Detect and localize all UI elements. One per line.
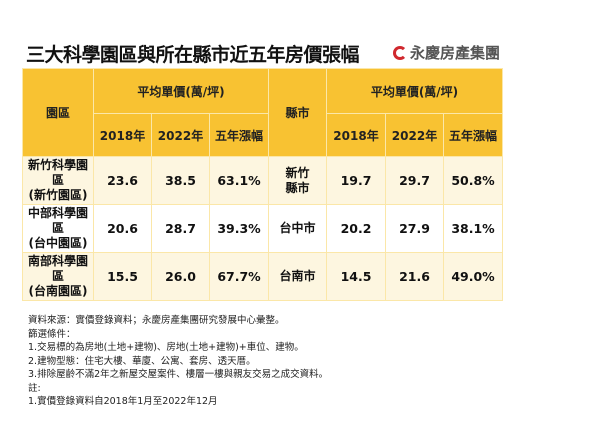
logo-text: 永慶房產集團 bbox=[410, 44, 501, 62]
cell-cg: 38.1% bbox=[443, 204, 503, 253]
table-row: 南部科學園區 (台南園區) 15.5 26.0 67.7% 台南市 14.5 21.6 49.… bbox=[22, 252, 503, 301]
cell-p2022: 26.0 bbox=[151, 252, 210, 301]
notes: 資料來源：實價登錄資料；永慶房產集團研究發展中心彙整。 篩選條件： 1.交易標的為房… bbox=[28, 314, 328, 409]
price-table: 園區 平均單價(萬/坪) 縣市 平均單價(萬/坪) 2018年 2022年 五年… bbox=[22, 68, 503, 301]
cell-park: 南部科學園區 (台南園區) bbox=[22, 252, 94, 301]
table-row: 中部科學園區 (台中園區) 20.6 28.7 39.3% 台中市 20.2 27.9 38.… bbox=[22, 204, 503, 253]
cell-c2018: 14.5 bbox=[326, 252, 386, 301]
cell-pg: 67.7% bbox=[209, 252, 269, 301]
cell-cg: 49.0% bbox=[443, 252, 503, 301]
note-line: 資料來源：實價登錄資料；永慶房產集團研究發展中心彙整。 bbox=[28, 315, 285, 326]
cell-city: 新竹 縣市 bbox=[268, 156, 327, 205]
header-growth: 五年漲幅 bbox=[443, 113, 503, 157]
cell-park: 中部科學園區 (台中園區) bbox=[22, 204, 94, 253]
page-title: 三大科學園區與所在縣市近五年房價張幅 bbox=[26, 44, 360, 66]
cell-park: 新竹科學園區 (新竹園區) bbox=[22, 156, 94, 205]
header-2018: 2018年 bbox=[326, 113, 386, 157]
header-2018: 2018年 bbox=[93, 113, 152, 157]
note-line: 2.建物型態：住宅大樓、華廈、公寓、套房、透天厝。 bbox=[28, 355, 256, 367]
cell-c2022: 27.9 bbox=[385, 204, 444, 253]
header-growth: 五年漲幅 bbox=[209, 113, 269, 157]
cell-p2022: 38.5 bbox=[151, 156, 210, 205]
cell-p2018: 15.5 bbox=[93, 252, 152, 301]
note-line: 1.實價登錄資料自2018年1月至2022年12月 bbox=[28, 396, 218, 407]
header-park: 園區 bbox=[22, 68, 94, 157]
cell-city: 台南市 bbox=[268, 252, 327, 301]
cell-c2022: 21.6 bbox=[385, 252, 444, 301]
logo: 永慶房產集團 bbox=[393, 42, 500, 63]
cell-c2018: 20.2 bbox=[326, 204, 386, 253]
header-2022: 2022年 bbox=[385, 113, 444, 157]
cell-p2018: 23.6 bbox=[93, 156, 152, 205]
note-line: 註: bbox=[28, 382, 41, 394]
cell-cg: 50.8% bbox=[443, 156, 503, 205]
table-row: 新竹科學園區 (新竹園區) 23.6 38.5 63.1% 新竹 縣市 19.7 29.7 5… bbox=[22, 156, 503, 205]
logo-icon bbox=[393, 45, 407, 60]
cell-p2022: 28.7 bbox=[151, 204, 210, 253]
note-line: 篩選條件： bbox=[28, 328, 76, 340]
header-city: 縣市 bbox=[268, 68, 327, 157]
cell-c2022: 29.7 bbox=[385, 156, 444, 205]
cell-pg: 63.1% bbox=[209, 156, 269, 205]
header-avg-price-city: 平均單價(萬/坪) bbox=[326, 68, 503, 114]
header-avg-price-park: 平均單價(萬/坪) bbox=[93, 68, 269, 114]
note-line: 1.交易標的為房地(土地+建物)、房地(土地+建物)+車位、建物。 bbox=[28, 342, 304, 353]
cell-pg: 39.3% bbox=[209, 204, 269, 253]
cell-city: 台中市 bbox=[268, 204, 327, 253]
header-2022: 2022年 bbox=[151, 113, 210, 157]
cell-c2018: 19.7 bbox=[326, 156, 386, 205]
cell-p2018: 20.6 bbox=[93, 204, 152, 253]
note-line: 3.排除屋齡不滿2年之新屋交屋案件、樓層一樓與親友交易之成交資料。 bbox=[28, 369, 329, 380]
